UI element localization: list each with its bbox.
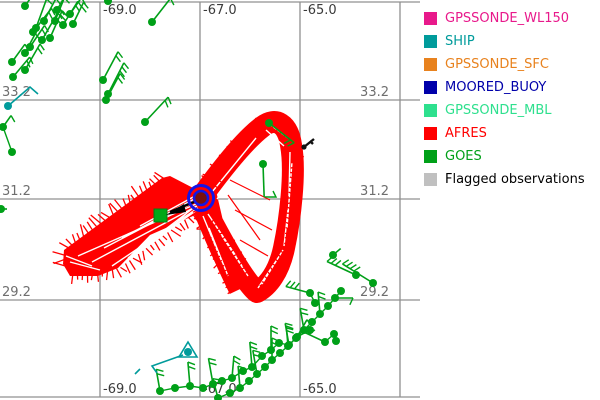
lon-label-top: -69.0: [103, 3, 137, 18]
lat-label-right: 29.2: [360, 285, 389, 300]
legend-swatch-gpssonde_wl150: [424, 12, 437, 25]
lat-label-right: 31.2: [360, 184, 389, 199]
legend-label: SHIP: [445, 34, 475, 49]
legend-item-gpssonde_sfc: GPSSONDE_SFC: [424, 53, 585, 76]
lat-label-right: 33.2: [360, 85, 389, 100]
legend-swatch-flagged: [424, 173, 437, 186]
legend-label: AFRES: [445, 126, 487, 141]
lon-label-top: -65.0: [303, 3, 337, 18]
ship-observations: [4, 85, 199, 375]
legend: GPSSONDE_WL150 SHIP GPSSONDE_SFC MOORED_BUO…: [424, 7, 585, 191]
legend-label: MOORED_BUOY: [445, 80, 547, 95]
legend-item-gpssonde_wl150: GPSSONDE_WL150: [424, 7, 585, 30]
storm-position-marker: [153, 208, 168, 223]
legend-item-ship: SHIP: [424, 30, 585, 53]
legend-swatch-gpssonde_sfc: [424, 58, 437, 71]
legend-swatch-moored_buoy: [424, 81, 437, 94]
lon-label-bottom: -65.0: [303, 382, 337, 397]
legend-label: GPSSONDE_SFC: [445, 57, 549, 72]
observation-map[interactable]: -69.0-69.0-67.0-67.0-65.0-65.033.2 33.231…: [0, 0, 420, 400]
legend-label: GOES: [445, 149, 482, 164]
flagged-observation: [301, 138, 315, 150]
lon-label-top: -67.0: [203, 3, 237, 18]
afres-observations: [52, 111, 305, 303]
legend-item-goes: GOES: [424, 145, 585, 168]
goes-observations: [0, 0, 377, 400]
lon-label-bottom: -69.0: [103, 382, 137, 397]
lat-label-left: 33.2: [2, 85, 31, 100]
legend-swatch-goes: [424, 150, 437, 163]
legend-swatch-gpssonde_mbl: [424, 104, 437, 117]
moored-buoy-marker: [187, 184, 215, 212]
legend-item-afres: AFRES: [424, 122, 585, 145]
legend-swatch-ship: [424, 35, 437, 48]
legend-label: Flagged observations: [445, 172, 585, 187]
legend-item-gpssonde_mbl: GPSSONDE_MBL: [424, 99, 585, 122]
lat-label-left: 29.2: [2, 285, 31, 300]
legend-label: GPSSONDE_MBL: [445, 103, 552, 118]
lat-label-left: 31.2: [2, 184, 31, 199]
legend-swatch-afres: [424, 127, 437, 140]
legend-item-flagged: Flagged observations: [424, 168, 585, 191]
axis-labels: -69.0-69.0-67.0-67.0-65.0-65.033.2 33.231…: [2, 3, 389, 397]
legend-label: GPSSONDE_WL150: [445, 11, 570, 26]
legend-item-moored_buoy: MOORED_BUOY: [424, 76, 585, 99]
